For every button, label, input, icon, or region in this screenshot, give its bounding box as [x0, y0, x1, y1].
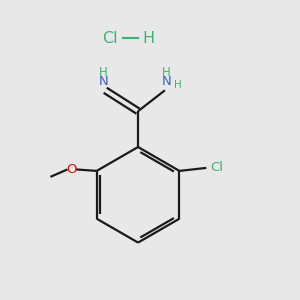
Text: H: H — [142, 31, 154, 46]
Text: H: H — [99, 66, 108, 79]
Text: O: O — [66, 163, 76, 176]
Text: H: H — [174, 80, 181, 90]
Text: H: H — [162, 66, 171, 79]
Text: Cl: Cl — [102, 31, 118, 46]
Text: N: N — [161, 75, 171, 88]
Text: N: N — [99, 75, 109, 88]
Text: Cl: Cl — [210, 161, 223, 174]
